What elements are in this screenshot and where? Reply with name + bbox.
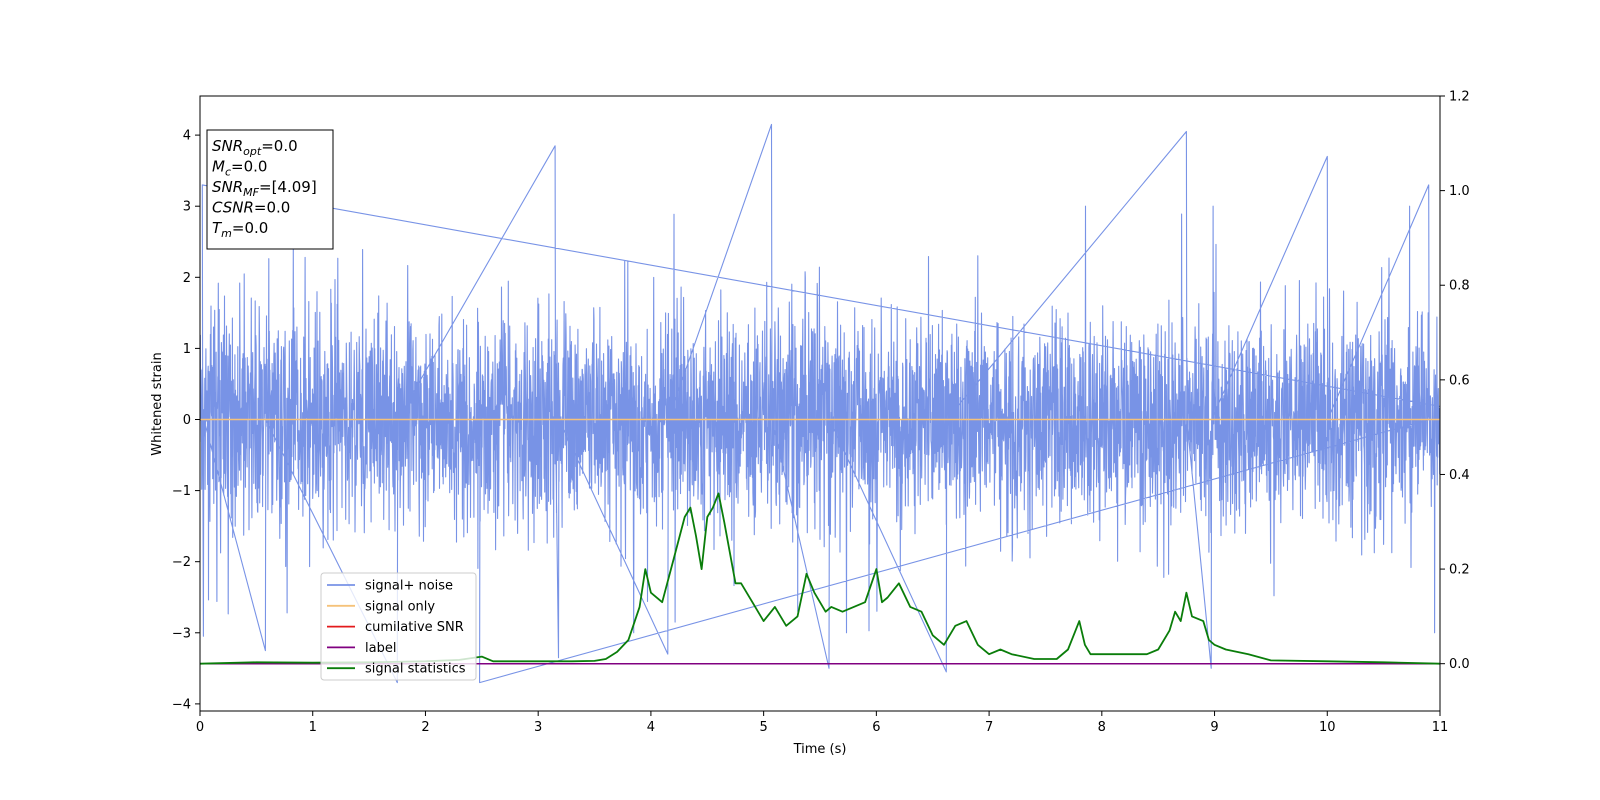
legend-label: signal only — [365, 599, 435, 614]
axes: 0 1 2 3 4 5 6 7 8 9 10 11 −4 −3 −2 −1 0 1 2 3 4 0.0 0.2 0.4 0.6 0… — [172, 90, 1470, 736]
legend-label: label — [365, 641, 396, 656]
legend-label: signal+ noise — [365, 579, 453, 594]
y-tick-label: 0 — [183, 413, 191, 428]
legend: signal+ noise signal only cumilative SNR la… — [320, 572, 477, 681]
series-signal-noise-line — [200, 123, 1440, 684]
y2-tick-label: 1.2 — [1449, 90, 1470, 105]
x-tick-label: 0 — [196, 720, 204, 735]
info-box-line: Tm=0.0 — [212, 219, 268, 240]
x-tick-label: 5 — [759, 720, 767, 735]
y-tick-label: −4 — [172, 697, 191, 712]
plot-frame — [199, 95, 1441, 712]
y2-tick-label: 0.6 — [1449, 373, 1470, 388]
y-tick-label: 4 — [183, 129, 191, 144]
x-tick-label: 3 — [534, 720, 542, 735]
y-tick-label: 2 — [183, 271, 191, 286]
y2-tick-label: 0.0 — [1449, 657, 1470, 672]
info-box-frame — [206, 129, 334, 250]
series-signal-statistics-line — [200, 492, 1440, 665]
y2-tick-label: 0.8 — [1449, 279, 1470, 294]
y-axis-label: Whitened strain — [150, 352, 165, 455]
x-tick-label: 1 — [309, 720, 317, 735]
x-tick-label: 9 — [1210, 720, 1218, 735]
legend-label: signal statistics — [365, 662, 466, 677]
y2-tick-label: 0.2 — [1449, 563, 1470, 578]
info-box-line: Mc=0.0 — [212, 158, 267, 179]
y-tick-label: −1 — [172, 484, 191, 499]
x-tick-label: 6 — [872, 720, 880, 735]
info-box-line: SNRMF=[4.09] — [212, 178, 317, 199]
x-tick-label: 2 — [421, 720, 429, 735]
legend-label: cumilative SNR — [365, 620, 464, 635]
legend-frame — [320, 572, 477, 681]
x-tick-label: 10 — [1319, 720, 1336, 735]
info-box-line: CSNR=0.0 — [212, 199, 290, 217]
y-tick-label: −2 — [172, 555, 191, 570]
x-tick-label: 11 — [1432, 720, 1449, 735]
y-tick-label: −3 — [172, 626, 191, 641]
x-tick-label: 8 — [1098, 720, 1106, 735]
y2-tick-label: 0.4 — [1449, 468, 1470, 483]
x-tick-label: 7 — [985, 720, 993, 735]
y-tick-label: 1 — [183, 342, 191, 357]
x-tick-label: 4 — [647, 720, 655, 735]
x-axis-label: Time (s) — [793, 742, 847, 757]
y2-tick-label: 1.0 — [1449, 184, 1470, 199]
info-box-line: SNRopt=0.0 — [212, 137, 298, 158]
y-tick-label: 3 — [183, 200, 191, 215]
